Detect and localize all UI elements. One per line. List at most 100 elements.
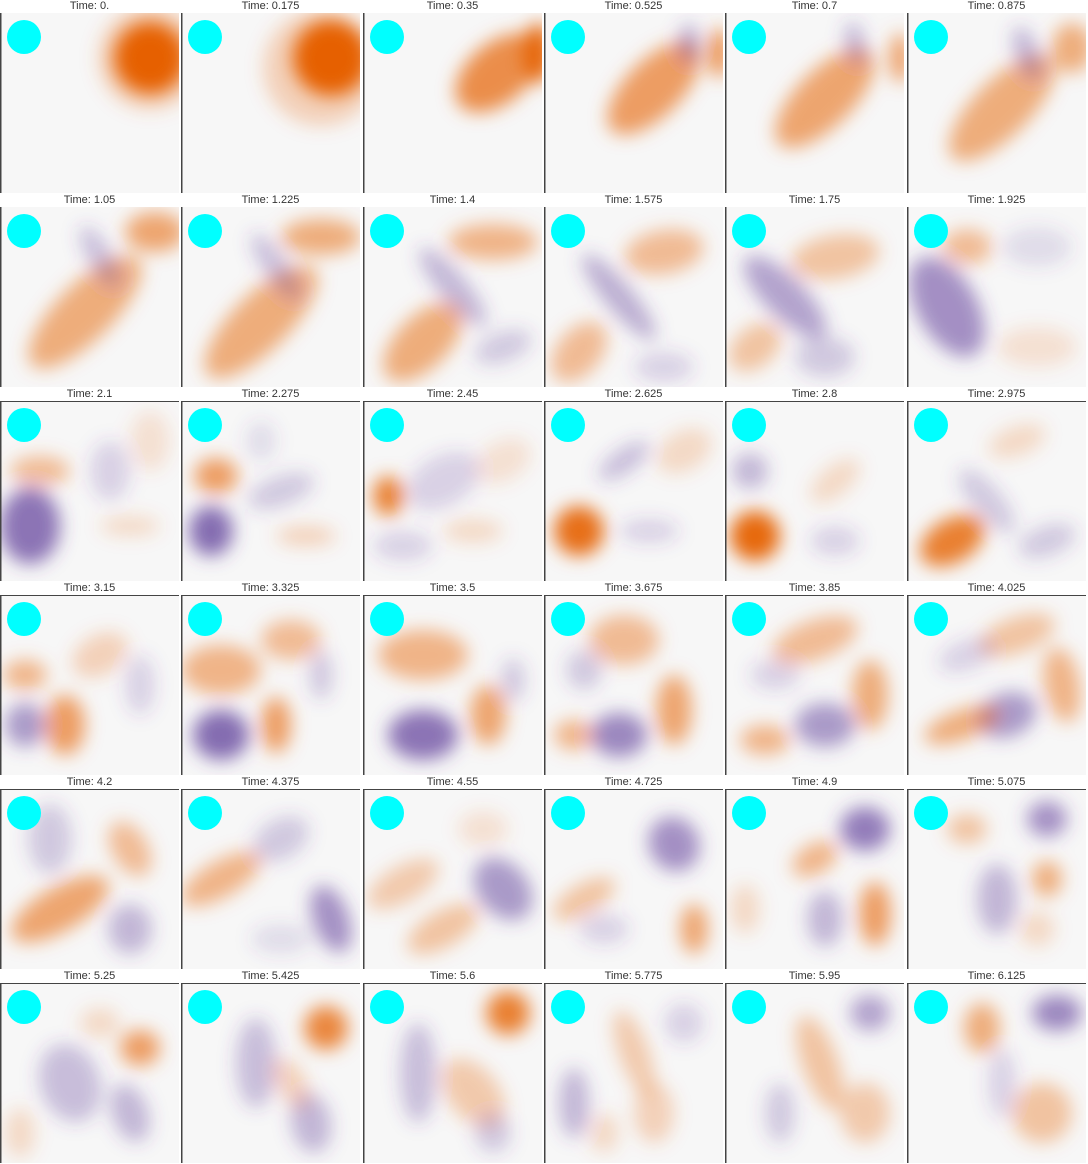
wave-field-plot bbox=[0, 401, 179, 581]
source-marker bbox=[732, 990, 766, 1024]
positive-amplitude-region bbox=[792, 840, 838, 878]
negative-amplitude-region bbox=[373, 531, 433, 561]
frame-18: Time: 3.15 bbox=[0, 582, 179, 775]
source-marker bbox=[188, 214, 222, 248]
source-marker bbox=[914, 408, 948, 442]
frame-27: Time: 4.725 bbox=[544, 776, 723, 969]
frame-title: Time: 3.675 bbox=[604, 582, 663, 594]
field-blobs bbox=[0, 411, 170, 564]
positive-amplitude-region bbox=[840, 1083, 890, 1143]
positive-amplitude-region bbox=[790, 233, 880, 281]
positive-amplitude-region bbox=[613, 1010, 655, 1096]
wave-field-svg bbox=[0, 207, 179, 387]
negative-amplitude-region bbox=[795, 337, 855, 377]
negative-amplitude-region bbox=[765, 1083, 795, 1143]
wave-field-svg bbox=[907, 401, 1086, 581]
wave-field-plot bbox=[0, 595, 179, 775]
wave-field-plot bbox=[544, 595, 723, 775]
positive-amplitude-region bbox=[859, 882, 891, 946]
positive-amplitude-region bbox=[100, 516, 160, 536]
positive-amplitude-region bbox=[98, 13, 179, 110]
source-marker bbox=[732, 214, 766, 248]
field-blobs bbox=[559, 1003, 704, 1153]
source-marker bbox=[188, 408, 222, 442]
wave-field-plot bbox=[907, 207, 1086, 387]
field-blobs bbox=[730, 453, 860, 561]
negative-amplitude-region bbox=[108, 904, 152, 954]
wave-field-plot bbox=[907, 789, 1086, 969]
source-marker bbox=[370, 990, 404, 1024]
wave-field-plot bbox=[907, 401, 1086, 581]
frame-32: Time: 5.6 bbox=[363, 970, 542, 1163]
negative-amplitude-region bbox=[501, 658, 525, 702]
frame-title: Time: 3.85 bbox=[788, 582, 841, 594]
field-blobs bbox=[28, 212, 179, 369]
positive-amplitude-region bbox=[890, 33, 904, 83]
positive-amplitude-region bbox=[181, 645, 261, 695]
negative-amplitude-region bbox=[388, 710, 458, 760]
wave-field-plot bbox=[907, 983, 1086, 1163]
positive-amplitude-region bbox=[919, 515, 985, 567]
positive-amplitude-region bbox=[656, 675, 692, 745]
field-blobs bbox=[765, 995, 890, 1143]
frame-title: Time: 1.05 bbox=[63, 194, 116, 206]
positive-amplitude-region bbox=[774, 47, 876, 149]
wave-field-svg bbox=[363, 595, 542, 775]
wave-field-svg bbox=[907, 595, 1086, 775]
wave-field-plot bbox=[181, 789, 360, 969]
negative-amplitude-region bbox=[938, 637, 996, 673]
field-blobs bbox=[3, 632, 155, 755]
frame-23: Time: 4.025 bbox=[907, 582, 1086, 775]
field-blobs bbox=[909, 227, 1077, 367]
negative-amplitude-region bbox=[977, 864, 1017, 934]
positive-amplitude-region bbox=[261, 620, 321, 660]
wave-field-plot bbox=[363, 983, 542, 1163]
frame-26: Time: 4.55 bbox=[363, 776, 542, 969]
field-blobs bbox=[919, 423, 1076, 567]
field-blobs bbox=[740, 615, 888, 755]
field-blobs bbox=[181, 816, 352, 954]
frame-title: Time: 0.35 bbox=[426, 0, 479, 12]
negative-amplitude-region bbox=[1032, 995, 1082, 1031]
negative-amplitude-region bbox=[474, 329, 532, 365]
wave-field-svg bbox=[0, 595, 179, 775]
field-blobs bbox=[236, 1006, 348, 1153]
positive-amplitude-region bbox=[709, 28, 723, 78]
wave-field-plot bbox=[181, 207, 360, 387]
frame-5: Time: 0.875 bbox=[907, 0, 1086, 193]
source-marker bbox=[551, 602, 585, 636]
wave-field-plot bbox=[725, 789, 904, 969]
wave-field-plot bbox=[181, 595, 360, 775]
positive-amplitude-region bbox=[552, 877, 616, 921]
positive-amplitude-region bbox=[730, 884, 760, 934]
wave-field-plot bbox=[725, 401, 904, 581]
negative-amplitude-region bbox=[0, 488, 60, 564]
negative-amplitude-region bbox=[591, 713, 647, 757]
negative-amplitude-region bbox=[253, 816, 309, 862]
positive-amplitude-region bbox=[964, 1003, 1000, 1053]
wave-field-plot bbox=[544, 789, 723, 969]
frame-7: Time: 1.225 bbox=[181, 194, 360, 387]
negative-amplitude-region bbox=[309, 650, 333, 700]
wave-field-plot bbox=[0, 789, 179, 969]
negative-amplitude-region bbox=[1027, 801, 1067, 837]
negative-amplitude-region bbox=[5, 703, 45, 747]
wave-field-svg bbox=[725, 401, 904, 581]
frame-15: Time: 2.625 bbox=[544, 388, 723, 581]
source-marker bbox=[914, 602, 948, 636]
frame-10: Time: 1.75 bbox=[725, 194, 904, 387]
field-blobs bbox=[263, 13, 360, 126]
wave-field-svg bbox=[544, 207, 723, 387]
negative-amplitude-region bbox=[90, 441, 130, 501]
wave-field-svg bbox=[544, 595, 723, 775]
negative-amplitude-region bbox=[977, 691, 1037, 739]
frame-6: Time: 1.05 bbox=[0, 194, 179, 387]
source-marker bbox=[7, 20, 41, 54]
positive-amplitude-region bbox=[378, 630, 468, 680]
wave-field-svg bbox=[181, 401, 360, 581]
positive-amplitude-region bbox=[795, 1015, 845, 1111]
positive-amplitude-region bbox=[475, 438, 531, 484]
frame-title: Time: 2.275 bbox=[241, 388, 300, 400]
positive-amplitude-region bbox=[997, 327, 1077, 367]
frame-11: Time: 1.925 bbox=[907, 194, 1086, 387]
